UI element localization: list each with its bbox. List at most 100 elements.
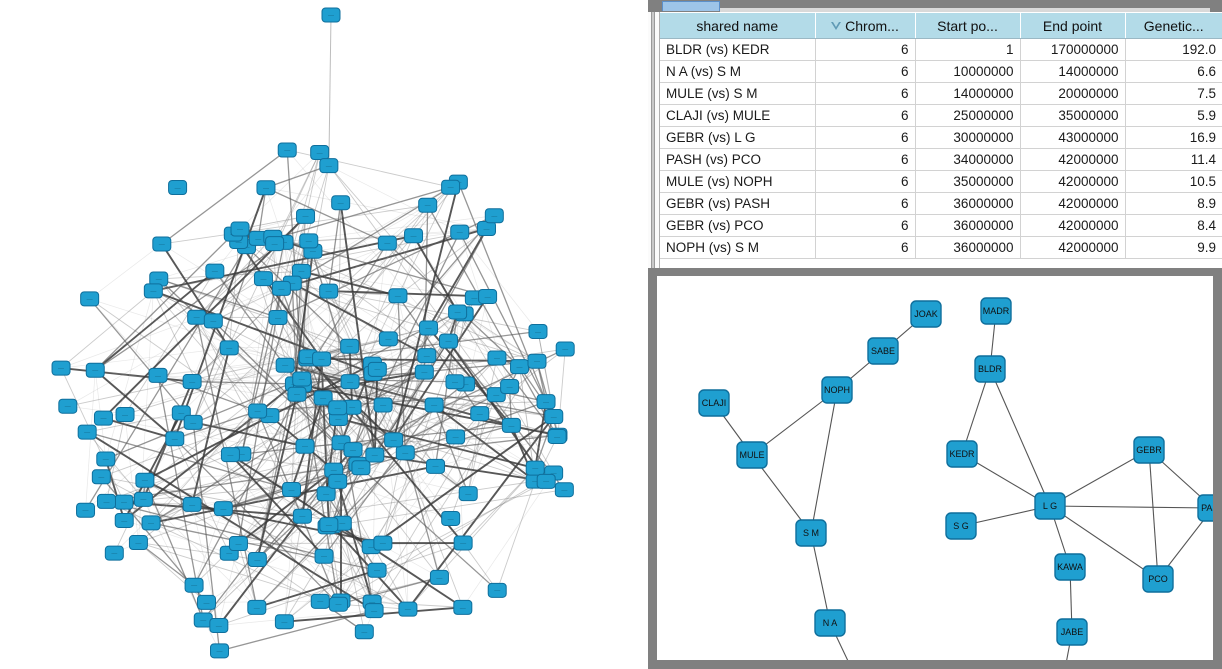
cell-start[interactable]: 35000000: [915, 170, 1021, 193]
network-node[interactable]: –––: [365, 447, 385, 463]
network-edge[interactable]: [392, 181, 460, 441]
network-edge[interactable]: [265, 165, 330, 189]
cell-start[interactable]: 10000000: [915, 60, 1021, 83]
network-edge[interactable]: [1049, 505, 1159, 580]
cell-name[interactable]: GEBR (vs) L G: [660, 126, 816, 149]
node-shape[interactable]: [527, 353, 547, 369]
network-edge[interactable]: [89, 298, 194, 423]
node-shape[interactable]: [80, 291, 100, 307]
table-row[interactable]: GEBR (vs) PASH 6 36000000 42000000 8.9: [660, 192, 1222, 215]
node-shape[interactable]: [419, 320, 439, 336]
network-edge[interactable]: [103, 417, 358, 465]
cell-chrom[interactable]: 6: [815, 38, 916, 61]
network-node[interactable]: –––: [299, 233, 319, 249]
cell-name[interactable]: NOPH (vs) S M: [660, 236, 816, 259]
network-node[interactable]: –––: [292, 508, 312, 524]
network-edge[interactable]: [810, 532, 831, 624]
table-row[interactable]: MULE (vs) NOPH 6 35000000 42000000 10.5: [660, 170, 1222, 193]
node-shape[interactable]: [1056, 618, 1088, 646]
network-edge[interactable]: [218, 610, 375, 626]
cell-genetic[interactable]: 11.4: [1125, 148, 1222, 171]
network-node[interactable]: –––: [487, 582, 507, 598]
network-edge[interactable]: [143, 498, 378, 571]
network-edge[interactable]: [296, 393, 440, 578]
cell-name[interactable]: CLAJI (vs) MULE: [660, 104, 816, 127]
network-edge[interactable]: [326, 526, 373, 603]
network-edge[interactable]: [223, 449, 354, 509]
network-node[interactable]: –––: [525, 460, 545, 476]
network-edge[interactable]: [101, 415, 271, 478]
network-edge[interactable]: [94, 233, 234, 371]
network-edge[interactable]: [340, 472, 554, 602]
node-shape[interactable]: [945, 512, 977, 540]
network-edge[interactable]: [397, 295, 436, 467]
network-edge[interactable]: [328, 524, 342, 602]
node-shape[interactable]: [814, 609, 846, 637]
node-shape[interactable]: [314, 548, 334, 564]
network-node[interactable]: –––: [373, 535, 393, 551]
network-edge[interactable]: [463, 313, 510, 387]
network-node[interactable]: –––: [547, 428, 567, 444]
node-shape[interactable]: [340, 338, 360, 354]
network-edge[interactable]: [326, 313, 465, 528]
network-node[interactable]: PASH: [1197, 494, 1213, 522]
network-node[interactable]: –––: [85, 362, 105, 378]
network-edge[interactable]: [192, 422, 221, 651]
network-edge[interactable]: [161, 243, 231, 349]
network-node[interactable]: –––: [438, 333, 458, 349]
network-node[interactable]: –––: [398, 601, 418, 617]
node-shape[interactable]: [343, 442, 363, 458]
network-edge[interactable]: [961, 368, 991, 455]
cell-end[interactable]: 42000000: [1020, 214, 1126, 237]
node-shape[interactable]: [417, 348, 437, 364]
node-shape[interactable]: [384, 432, 404, 448]
node-shape[interactable]: [275, 357, 295, 373]
network-edge[interactable]: [123, 412, 183, 521]
cell-start[interactable]: 36000000: [915, 214, 1021, 237]
network-node[interactable]: –––: [470, 406, 490, 422]
network-node[interactable]: –––: [96, 451, 116, 467]
network-node[interactable]: –––: [319, 517, 339, 533]
network-edge[interactable]: [357, 243, 388, 465]
node-shape[interactable]: [446, 429, 466, 445]
node-shape[interactable]: [77, 424, 97, 440]
network-edge[interactable]: [388, 205, 429, 339]
node-shape[interactable]: [484, 208, 504, 224]
network-edge[interactable]: [496, 481, 536, 591]
network-edge[interactable]: [405, 434, 559, 454]
node-shape[interactable]: [91, 469, 111, 485]
node-shape[interactable]: [364, 603, 384, 619]
network-node[interactable]: –––: [510, 359, 530, 375]
network-node[interactable]: MADR: [980, 297, 1012, 325]
network-node[interactable]: –––: [77, 424, 97, 440]
network-edge[interactable]: [328, 290, 398, 297]
network-edge[interactable]: [360, 467, 498, 591]
network-edge[interactable]: [263, 278, 406, 453]
network-node[interactable]: –––: [340, 338, 360, 354]
network-node[interactable]: –––: [51, 360, 71, 376]
node-shape[interactable]: [213, 501, 233, 517]
network-edge[interactable]: [433, 404, 469, 494]
column-header-shared-name[interactable]: shared name: [660, 12, 816, 39]
node-shape[interactable]: [313, 390, 333, 406]
network-edge[interactable]: [150, 522, 378, 571]
node-shape[interactable]: [1034, 492, 1066, 520]
cell-genetic[interactable]: 8.4: [1125, 214, 1222, 237]
network-edge[interactable]: [339, 202, 376, 456]
network-node[interactable]: –––: [364, 603, 384, 619]
network-node[interactable]: KEDR: [946, 440, 978, 468]
network-edge[interactable]: [280, 288, 324, 399]
network-edge[interactable]: [382, 404, 435, 544]
cell-end[interactable]: 42000000: [1020, 192, 1126, 215]
node-shape[interactable]: [404, 228, 424, 244]
network-node[interactable]: –––: [450, 224, 470, 240]
network-node[interactable]: –––: [197, 594, 217, 610]
column-header-start-point[interactable]: Start po...: [915, 12, 1021, 39]
network-node[interactable]: –––: [354, 624, 374, 640]
cell-start[interactable]: 30000000: [915, 126, 1021, 149]
network-edge[interactable]: [95, 369, 353, 408]
node-shape[interactable]: [210, 643, 230, 659]
cell-genetic[interactable]: 7.5: [1125, 82, 1222, 105]
network-edge[interactable]: [377, 369, 536, 469]
network-node[interactable]: –––: [328, 473, 348, 489]
